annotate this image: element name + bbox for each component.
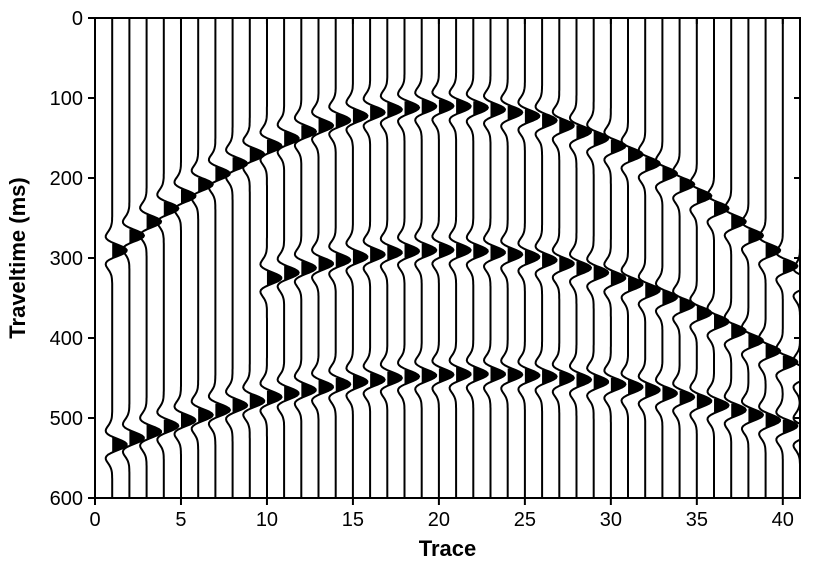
x-tick-label: 40: [772, 509, 794, 531]
y-tick-label: 200: [50, 168, 83, 190]
seismic-wiggle-plot: 05101520253035400100200300400500600Trace…: [0, 0, 813, 580]
x-tick-label: 15: [342, 509, 364, 531]
y-tick-label: 300: [50, 248, 83, 270]
x-axis-label: Trace: [419, 536, 477, 561]
x-tick-label: 0: [89, 509, 100, 531]
x-tick-label: 20: [428, 509, 450, 531]
y-tick-label: 100: [50, 88, 83, 110]
x-tick-label: 10: [256, 509, 278, 531]
plot-svg: 05101520253035400100200300400500600Trace…: [0, 0, 813, 580]
x-tick-label: 25: [514, 509, 536, 531]
y-axis-label: Traveltime (ms): [5, 177, 30, 338]
x-tick-label: 30: [600, 509, 622, 531]
x-tick-label: 35: [686, 509, 708, 531]
y-tick-label: 600: [50, 488, 83, 510]
y-tick-label: 0: [72, 8, 83, 30]
y-tick-label: 500: [50, 408, 83, 430]
x-tick-label: 5: [175, 509, 186, 531]
y-tick-label: 400: [50, 328, 83, 350]
